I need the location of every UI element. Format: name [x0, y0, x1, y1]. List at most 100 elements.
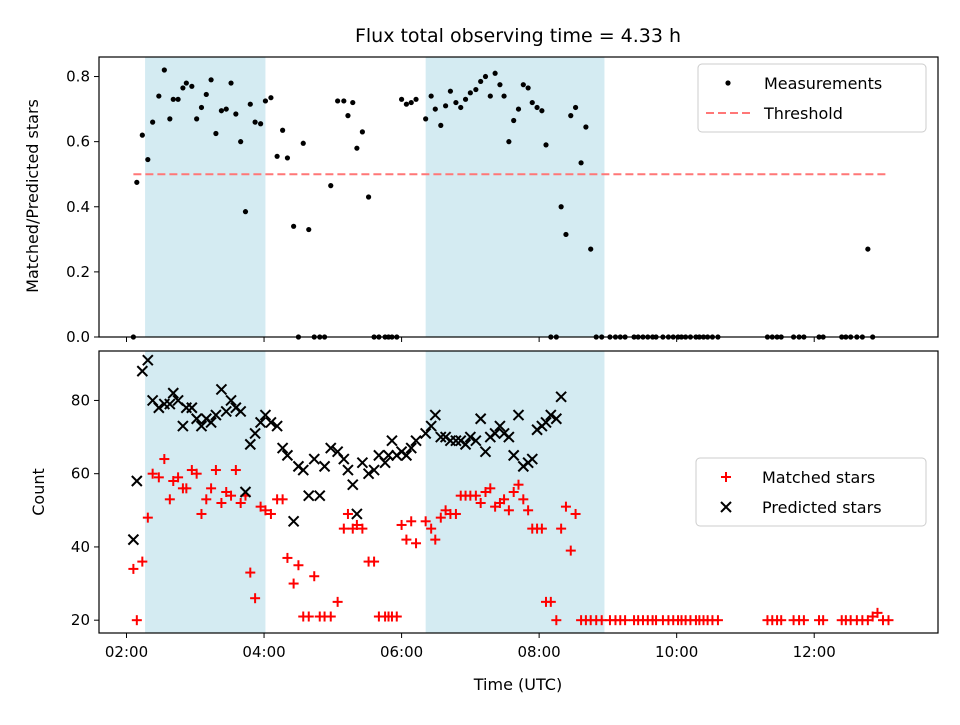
matched-star-marker — [620, 615, 631, 626]
predicted-star-marker — [379, 456, 391, 469]
predicted-star-marker — [287, 515, 300, 528]
predicted-star-marker — [254, 416, 267, 429]
measurement-point — [134, 179, 140, 185]
measurement-point — [252, 119, 258, 125]
matched-star-marker — [570, 508, 581, 519]
matched-star-marker — [503, 505, 514, 516]
measurement-point — [228, 80, 234, 86]
measurement-point — [218, 108, 225, 114]
measurement-point — [242, 209, 249, 215]
measurement-point — [473, 86, 479, 93]
measurement-point — [300, 140, 306, 146]
matched-star-marker — [265, 508, 276, 519]
measurement-point — [183, 80, 189, 86]
predicted-star-marker — [526, 453, 538, 465]
measurement-point — [194, 116, 200, 122]
predicted-star-marker — [265, 416, 277, 429]
matched-star-marker — [406, 516, 417, 527]
predicted-star-marker — [239, 486, 252, 498]
predicted-star-marker — [419, 427, 432, 440]
matched-star-marker — [776, 615, 787, 626]
matched-star-marker — [396, 519, 407, 530]
measurement-point — [167, 116, 173, 122]
matched-star-marker — [523, 505, 534, 516]
measurement-point — [284, 155, 291, 161]
predicted-star-marker — [503, 431, 515, 443]
predicted-star-marker — [142, 354, 154, 366]
measurement-point — [233, 111, 239, 117]
legend-measurement-swatch — [725, 80, 731, 86]
top-y-axis-label: Matched/Predicted stars — [23, 99, 42, 293]
bottom-panel-frame — [98, 350, 939, 634]
matched-star-marker — [164, 494, 175, 505]
matched-star-marker — [342, 508, 353, 519]
measurement-point — [208, 77, 214, 83]
top-panel-shaded-interval — [145, 57, 266, 337]
measurement-point — [354, 145, 360, 151]
matched-star-marker — [508, 487, 519, 497]
matched-star-marker — [518, 494, 529, 505]
matched-star-marker — [351, 519, 362, 530]
measurement-point — [398, 96, 405, 102]
legend-label: Predicted stars — [762, 498, 882, 517]
y-tick-label: 40 — [71, 538, 90, 556]
predicted-star-marker — [489, 427, 501, 440]
top-panel: 0.0 0.2 0.4 0.6 0.8 Measurements Threshold — [66, 56, 939, 346]
matched-star-marker — [545, 596, 556, 607]
matched-star-marker — [513, 479, 524, 490]
measurement-point — [198, 104, 205, 111]
measurement-point — [306, 226, 312, 233]
predicted-star-marker — [127, 533, 140, 546]
measurement-point — [280, 127, 286, 133]
measurement-point — [558, 204, 564, 210]
matched-star-marker — [338, 523, 349, 534]
matched-star-marker — [191, 468, 202, 479]
matched-star-marker — [206, 483, 217, 494]
legend-label: Threshold — [763, 104, 843, 123]
matched-star-marker — [250, 593, 261, 604]
measurement-point — [583, 124, 589, 130]
matched-star-marker — [536, 523, 547, 534]
measurement-point — [492, 70, 498, 76]
matched-star-marker — [245, 567, 256, 578]
predicted-star-marker — [234, 405, 247, 418]
predicted-star-marker — [303, 489, 315, 502]
predicted-star-marker — [459, 438, 472, 451]
matched-star-marker — [173, 472, 184, 483]
predicted-star-marker — [131, 475, 143, 487]
matched-star-marker — [196, 508, 207, 519]
matched-star-marker — [556, 523, 567, 534]
legend-label: Matched stars — [762, 468, 875, 487]
legend-box — [695, 457, 927, 527]
matched-star-marker — [401, 534, 412, 545]
measurement-point — [170, 96, 176, 102]
predicted-star-marker — [474, 413, 487, 425]
y-tick-label: 80 — [71, 391, 90, 409]
predicted-star-marker — [215, 383, 228, 396]
matched-star-marker — [391, 611, 402, 622]
matched-star-marker — [153, 472, 164, 483]
matched-star-marker — [430, 534, 441, 545]
predicted-star-marker — [347, 478, 359, 491]
measurement-point — [161, 67, 167, 73]
predicted-star-marker — [464, 431, 477, 443]
x-tick-label: 08:00 — [518, 643, 561, 661]
matched-star-marker — [201, 494, 212, 505]
measurement-point — [865, 246, 871, 252]
y-tick-label: 0.6 — [66, 133, 90, 151]
matched-star-marker — [235, 497, 246, 508]
measurement-point — [150, 119, 156, 125]
measurement-point — [520, 82, 526, 88]
measurement-point — [588, 246, 594, 252]
measurement-point — [328, 183, 334, 189]
x-axis-label: Time (UTC) — [473, 675, 562, 694]
bottom-panel-shaded-interval — [145, 351, 266, 633]
measurement-point — [539, 108, 545, 114]
predicted-star-marker — [356, 456, 369, 469]
matched-star-marker — [818, 615, 829, 626]
predicted-star-marker — [186, 402, 198, 414]
matched-star-marker — [210, 465, 221, 476]
predicted-star-marker — [318, 460, 331, 473]
matched-star-marker — [420, 516, 431, 527]
